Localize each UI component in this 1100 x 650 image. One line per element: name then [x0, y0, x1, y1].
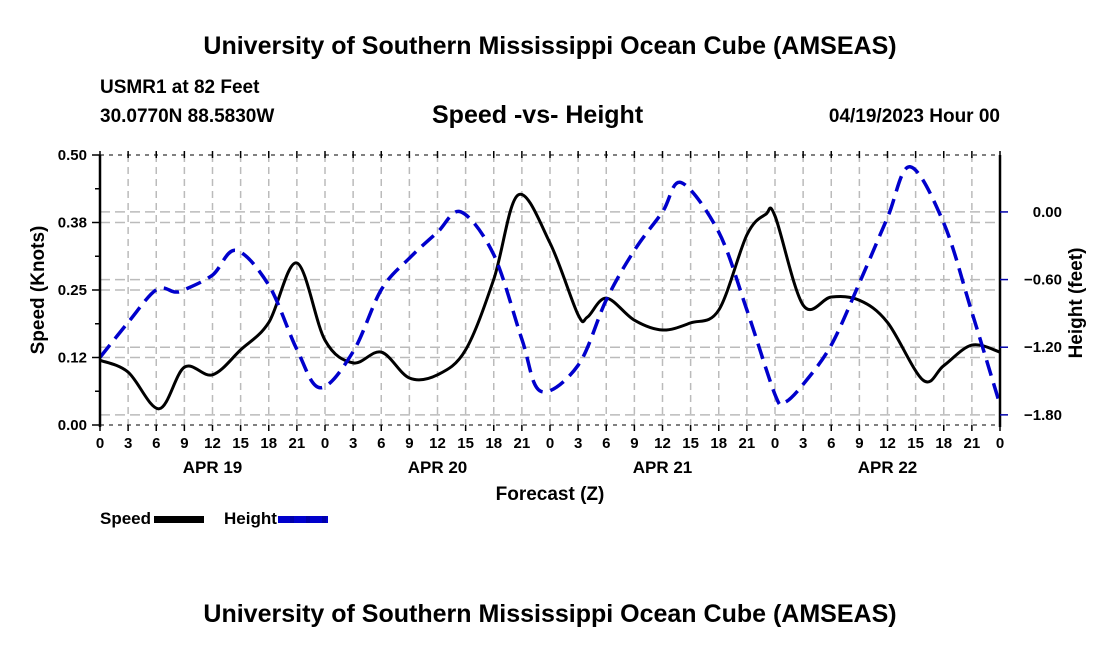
x-tick-label: 0 [996, 435, 1004, 452]
x-tick-label: 15 [232, 435, 249, 452]
x-tick-label: 0 [321, 435, 329, 452]
x-tick-label: 6 [602, 435, 610, 452]
x-tick-label: 9 [405, 435, 413, 452]
grid-lines [100, 155, 1000, 425]
x-tick-label: 12 [429, 435, 446, 452]
x-tick-label: 18 [935, 435, 952, 452]
x-tick-label: 12 [654, 435, 671, 452]
legend: Speed Height [100, 509, 328, 529]
x-tick-label: 6 [152, 435, 160, 452]
x-tick-label: 21 [289, 435, 306, 452]
x-tick-label: 18 [710, 435, 727, 452]
x-tick-label: 0 [771, 435, 779, 452]
x-day-label: APR 22 [858, 458, 918, 477]
y2-tick-label: 0.00 [1033, 204, 1062, 221]
x-tick-label: 21 [964, 435, 981, 452]
y-tick-label: 0.50 [58, 147, 87, 164]
legend-speed-swatch [154, 515, 205, 523]
x-day-label: APR 20 [408, 458, 468, 477]
y2-tick-label: −1.20 [1024, 339, 1062, 356]
axis-labels: 0 3 6 9 12 15 18 21 0 3 6 9 12 15 18 21 0 3 6 9 12 15 18 21 0 3 6 9… [28, 147, 1087, 505]
legend-height-label: Height [224, 509, 277, 528]
y-tick-label: 0.38 [58, 215, 87, 232]
top-title: University of Southern Mississippi Ocean… [203, 32, 897, 60]
x-tick-label: 15 [457, 435, 474, 452]
x-tick-label: 6 [377, 435, 385, 452]
x-tick-label: 3 [799, 435, 807, 452]
x-tick-label: 9 [855, 435, 863, 452]
x-tick-label: 0 [546, 435, 554, 452]
y-axis-title: Speed (Knots) [28, 226, 49, 355]
chart-title: Speed -vs- Height [432, 101, 644, 129]
x-day-label: APR 21 [633, 458, 693, 477]
x-tick-label: 3 [349, 435, 357, 452]
x-tick-label: 21 [514, 435, 531, 452]
x-axis-title: Forecast (Z) [496, 484, 605, 505]
station-label: USMR1 at 82 Feet [100, 77, 260, 98]
x-tick-label: 12 [204, 435, 221, 452]
x-tick-label: 15 [907, 435, 924, 452]
x-tick-label: 18 [260, 435, 277, 452]
coordinates-label: 30.0770N 88.5830W [100, 106, 275, 127]
x-tick-label: 9 [180, 435, 188, 452]
legend-speed-label: Speed [100, 509, 152, 528]
x-tick-label: 15 [682, 435, 699, 452]
x-tick-label: 21 [739, 435, 756, 452]
series-line-speed [99, 192, 1001, 411]
x-day-label: APR 19 [183, 458, 243, 477]
y2-tick-label: −0.60 [1024, 272, 1062, 289]
y2-axis-title: Height (feet) [1066, 248, 1087, 359]
y-tick-label: 0.12 [58, 350, 87, 367]
series-line-height [98, 165, 1002, 407]
x-tick-label: 3 [124, 435, 132, 452]
date-label: 04/19/2023 Hour 00 [828, 106, 1000, 127]
y-tick-label: 0.00 [58, 417, 87, 434]
y-tick-label: 0.25 [58, 282, 87, 299]
legend-height-swatch [277, 515, 328, 523]
x-tick-label: 6 [827, 435, 835, 452]
x-tick-label: 12 [879, 435, 896, 452]
x-tick-label: 0 [96, 435, 104, 452]
y2-tick-label: −1.80 [1024, 407, 1062, 424]
x-tick-label: 3 [574, 435, 582, 452]
x-tick-label: 9 [630, 435, 638, 452]
series-lines [98, 165, 1002, 411]
axes [92, 151, 1008, 431]
x-tick-label: 18 [485, 435, 502, 452]
bottom-title: University of Southern Mississippi Ocean… [203, 600, 897, 628]
